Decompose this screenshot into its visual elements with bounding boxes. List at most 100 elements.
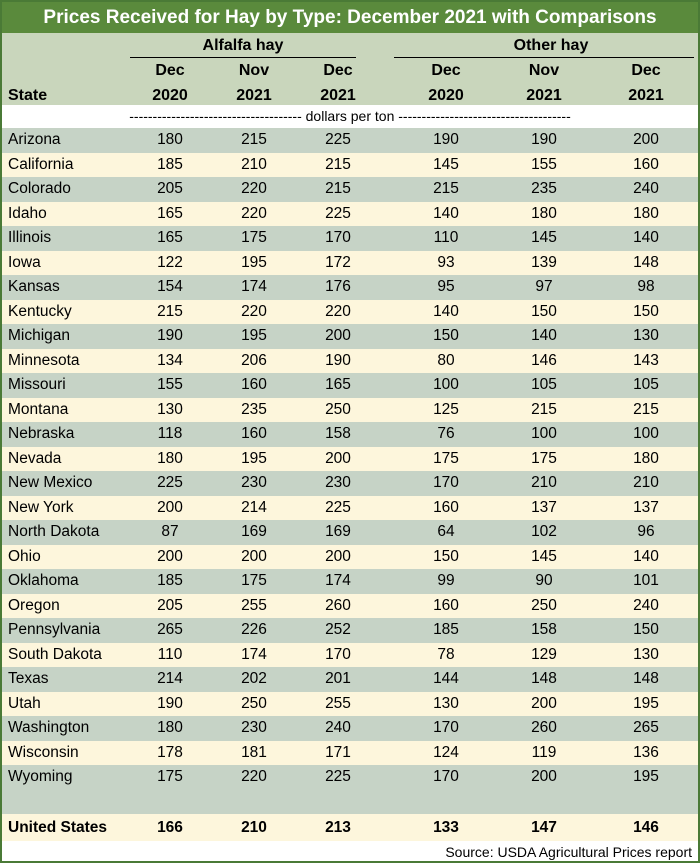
value-cell: 150 xyxy=(531,302,557,320)
col-header-month: Dec xyxy=(431,62,461,79)
value-cell: 165 xyxy=(157,204,183,222)
col-header-year: 2020 xyxy=(428,87,464,104)
value-cell: 200 xyxy=(633,131,659,148)
value-cell: 265 xyxy=(157,621,183,638)
value-cell: 140 xyxy=(433,302,459,320)
value-cell: 129 xyxy=(531,645,557,663)
value-cell: 170 xyxy=(325,229,351,246)
col-header-month: Dec xyxy=(631,62,661,79)
col-header-month: Nov xyxy=(528,62,560,79)
value-cell: 140 xyxy=(633,229,659,246)
table-row: Illinois 165 175 170 110 145 140 xyxy=(2,226,698,251)
value-cell: 202 xyxy=(241,670,267,687)
source-note: Source: USDA Agricultural Prices report xyxy=(2,841,698,861)
table-row: New York 200 214 225 160 137 137 xyxy=(2,495,698,520)
table-row: Kentucky 215 220 220 140 150 150 xyxy=(2,299,698,324)
table-row: New Mexico 225 230 230 170 210 210 xyxy=(2,471,698,496)
value-cell: 225 xyxy=(325,498,351,516)
value-cell: 235 xyxy=(531,180,557,197)
value-cell: 78 xyxy=(437,645,455,663)
value-cell: 130 xyxy=(633,327,659,344)
value-cell: 205 xyxy=(157,596,183,614)
value-cell: 225 xyxy=(325,131,351,148)
state-cell: Kansas xyxy=(8,278,60,295)
value-cell: 215 xyxy=(433,180,459,197)
value-cell: 150 xyxy=(633,302,659,320)
value-cell: 230 xyxy=(241,474,267,491)
state-cell: Utah xyxy=(8,694,41,712)
value-cell: 175 xyxy=(157,768,183,785)
value-cell: 140 xyxy=(531,327,557,344)
value-cell: 170 xyxy=(433,768,459,785)
table-row: South Dakota 110 174 170 78 129 130 xyxy=(2,642,698,667)
value-cell: 200 xyxy=(157,498,183,516)
value-cell: 265 xyxy=(633,719,659,736)
value-cell: 206 xyxy=(241,351,267,369)
value-cell: 80 xyxy=(437,351,455,369)
value-cell: 155 xyxy=(531,155,557,173)
value-cell: 215 xyxy=(157,302,183,320)
state-cell: Idaho xyxy=(8,204,47,222)
table-row: Washington 180 230 240 170 260 265 xyxy=(2,716,698,741)
value-cell: 215 xyxy=(633,400,659,418)
state-cell: California xyxy=(8,155,74,173)
value-cell: 210 xyxy=(633,474,659,491)
state-cell: Oklahoma xyxy=(8,572,79,589)
value-cell: 200 xyxy=(325,449,351,467)
value-cell: 144 xyxy=(433,670,459,687)
value-cell: 215 xyxy=(325,155,351,173)
table-row: Arizona 180 215 225 190 190 200 xyxy=(2,128,698,153)
value-cell: 200 xyxy=(241,547,267,565)
state-cell: Montana xyxy=(8,400,69,418)
value-cell: 230 xyxy=(241,719,267,736)
value-cell: 200 xyxy=(531,694,557,712)
total-value-cell: 133 xyxy=(433,819,459,836)
value-cell: 76 xyxy=(437,425,455,442)
value-cell: 205 xyxy=(157,180,183,197)
value-cell: 171 xyxy=(325,743,351,761)
total-value-cell: 146 xyxy=(633,819,659,836)
col-header-state: State xyxy=(8,87,48,104)
value-cell: 98 xyxy=(637,278,655,295)
state-cell: Missouri xyxy=(8,376,66,393)
value-cell: 180 xyxy=(157,449,183,467)
value-cell: 260 xyxy=(531,719,557,736)
state-cell: Kentucky xyxy=(8,302,72,320)
value-cell: 200 xyxy=(325,327,351,344)
table-row: North Dakota 87 169 169 64 102 96 xyxy=(2,520,698,545)
group-label-other: Other hay xyxy=(513,37,589,54)
value-cell: 175 xyxy=(433,449,459,467)
value-cell: 100 xyxy=(633,425,659,442)
value-cell: 174 xyxy=(241,645,267,663)
value-cell: 130 xyxy=(633,645,659,663)
table-row: Wyoming 175 220 225 170 200 195 xyxy=(2,765,698,790)
value-cell: 110 xyxy=(433,229,459,246)
value-cell: 195 xyxy=(633,694,659,712)
value-cell: 95 xyxy=(437,278,455,295)
value-cell: 201 xyxy=(325,670,351,687)
value-cell: 150 xyxy=(433,547,459,565)
state-cell: Colorado xyxy=(8,180,71,197)
state-cell: Washington xyxy=(8,719,90,736)
col-header-year: 2021 xyxy=(628,87,664,104)
value-cell: 250 xyxy=(325,400,351,418)
value-cell: 101 xyxy=(633,572,659,589)
col-header-month: Dec xyxy=(155,62,185,79)
value-cell: 220 xyxy=(241,180,267,197)
value-cell: 240 xyxy=(633,596,659,614)
table-row: Missouri 155 160 165 100 105 105 xyxy=(2,373,698,398)
value-cell: 190 xyxy=(433,131,459,148)
state-cell: Minnesota xyxy=(8,351,80,369)
col-header-year: 2021 xyxy=(320,87,356,104)
table-row: Nebraska 118 160 158 76 100 100 xyxy=(2,422,698,447)
value-cell: 180 xyxy=(633,449,659,467)
value-cell: 230 xyxy=(325,474,351,491)
value-cell: 225 xyxy=(325,204,351,222)
value-cell: 145 xyxy=(433,155,459,173)
value-cell: 176 xyxy=(325,278,351,295)
table-row: Idaho 165 220 225 140 180 180 xyxy=(2,201,698,226)
value-cell: 105 xyxy=(531,376,557,393)
value-cell: 214 xyxy=(157,670,183,687)
value-cell: 165 xyxy=(325,376,351,393)
value-cell: 160 xyxy=(633,155,659,173)
